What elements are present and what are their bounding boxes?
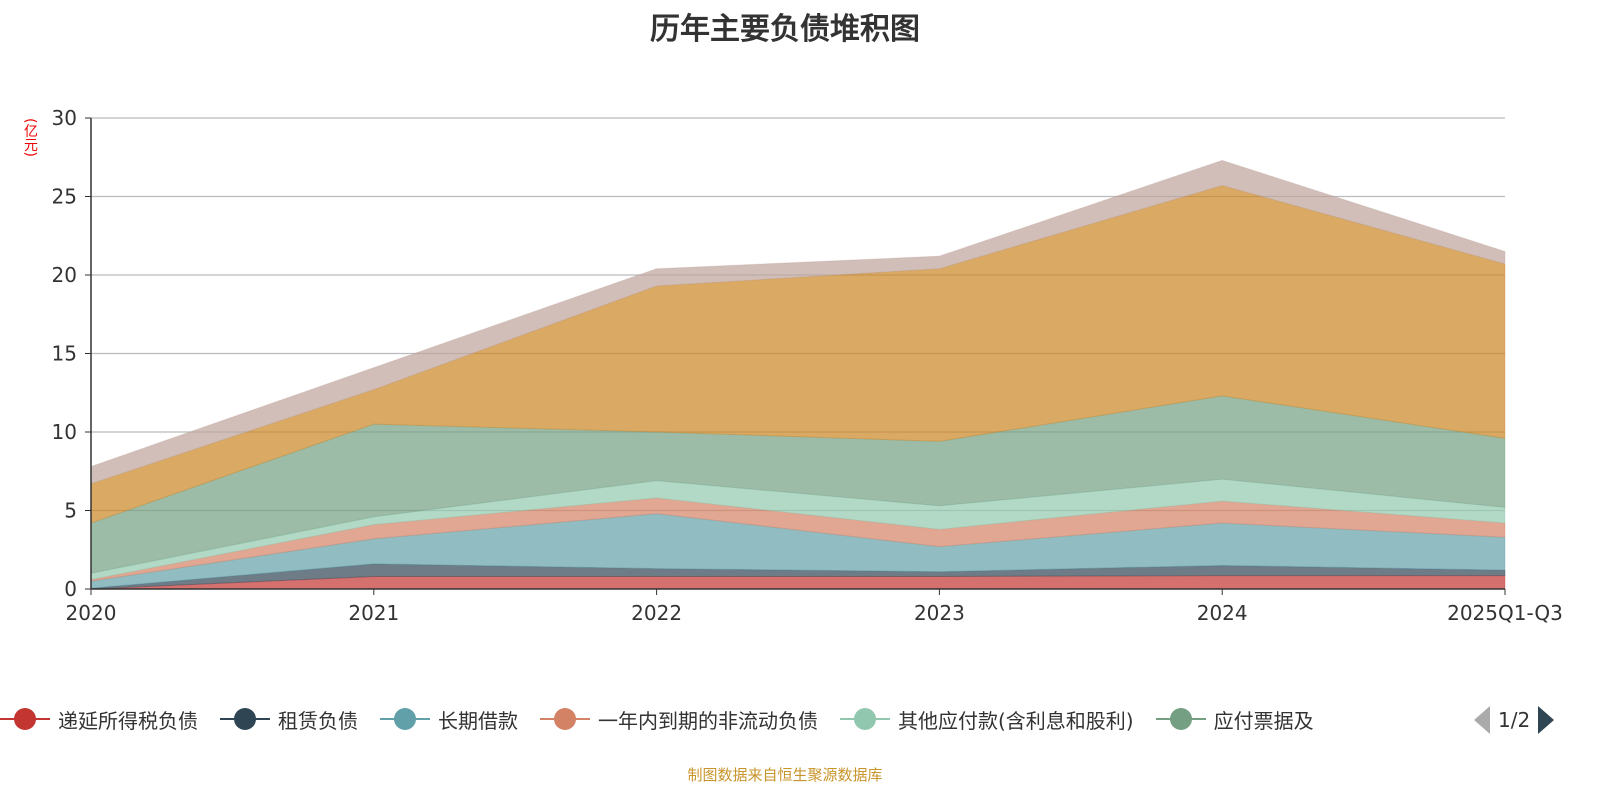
- data-source-note: 制图数据来自恒生聚源数据库: [687, 766, 883, 784]
- legend-item[interactable]: 递延所得税负债: [0, 705, 198, 734]
- legend-item[interactable]: 长期借款: [380, 705, 518, 734]
- x-tick-label: 2024: [1197, 601, 1248, 625]
- legend-marker-icon: [0, 707, 50, 731]
- stacked-area-chart: 0 5 10 15 20 25 30 2020 2021 2022 2023 2024 2025Q1-Q…: [52, 106, 1563, 625]
- legend-item[interactable]: 其他应付款(含利息和股利): [840, 705, 1134, 734]
- x-tick-label: 2023: [914, 601, 965, 625]
- legend-marker-icon: [380, 707, 430, 731]
- legend-pager: 1/2: [1470, 704, 1555, 736]
- legend-label: 递延所得税负债: [58, 708, 198, 733]
- y-tick-label: 15: [52, 342, 77, 366]
- legend-item[interactable]: 一年内到期的非流动负债: [540, 705, 818, 734]
- legend-label: 一年内到期的非流动负债: [598, 708, 818, 733]
- y-axis-unit: (亿元): [22, 118, 38, 157]
- legend-marker-icon: [1155, 707, 1206, 731]
- x-tick-label: 2022: [631, 601, 682, 625]
- legend-label: 长期借款: [438, 708, 518, 733]
- legend-item[interactable]: 应付票据及: [1155, 705, 1314, 734]
- legend-next-icon[interactable]: [1538, 706, 1555, 734]
- legend-prev-icon[interactable]: [1474, 706, 1490, 734]
- legend-item[interactable]: 租赁负债: [220, 705, 358, 734]
- area-series-8: [90, 159, 1506, 485]
- y-tick-label: 20: [52, 263, 77, 287]
- legend-label: 租赁负债: [278, 708, 358, 733]
- legend-marker-icon: [220, 707, 270, 731]
- legend-marker-icon: [540, 707, 590, 731]
- x-tick-label: 2020: [66, 601, 117, 625]
- y-tick-label: 5: [64, 499, 77, 523]
- y-tick-label: 10: [52, 420, 77, 444]
- x-tick-label: 2021: [348, 601, 399, 625]
- legend-label: 应付票据及: [1213, 708, 1314, 733]
- y-tick-label: 0: [64, 577, 77, 601]
- legend-label: 其他应付款(含利息和股利): [898, 708, 1134, 733]
- legend-page-indicator: 1/2: [1498, 708, 1531, 732]
- y-tick-label: 25: [52, 185, 77, 209]
- legend: 递延所得税负债 租赁负债 长期借款 一年内到期的非流动负债 其他应付款(含利息和股利) 应…: [0, 704, 1336, 734]
- legend-marker-icon: [840, 707, 890, 731]
- chart-title: 历年主要负债堆积图: [650, 12, 920, 47]
- x-tick-label: 2025Q1-Q3: [1447, 601, 1563, 625]
- y-tick-label: 30: [52, 106, 77, 130]
